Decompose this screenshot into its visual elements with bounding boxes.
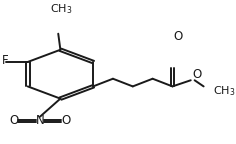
Text: O: O	[193, 68, 202, 81]
Text: O: O	[61, 114, 70, 127]
Text: N: N	[36, 114, 44, 127]
Text: CH$_3$: CH$_3$	[213, 84, 236, 98]
Text: CH$_3$: CH$_3$	[50, 2, 73, 16]
Text: O: O	[173, 31, 183, 43]
Text: O: O	[9, 114, 19, 127]
Text: F: F	[2, 54, 9, 67]
